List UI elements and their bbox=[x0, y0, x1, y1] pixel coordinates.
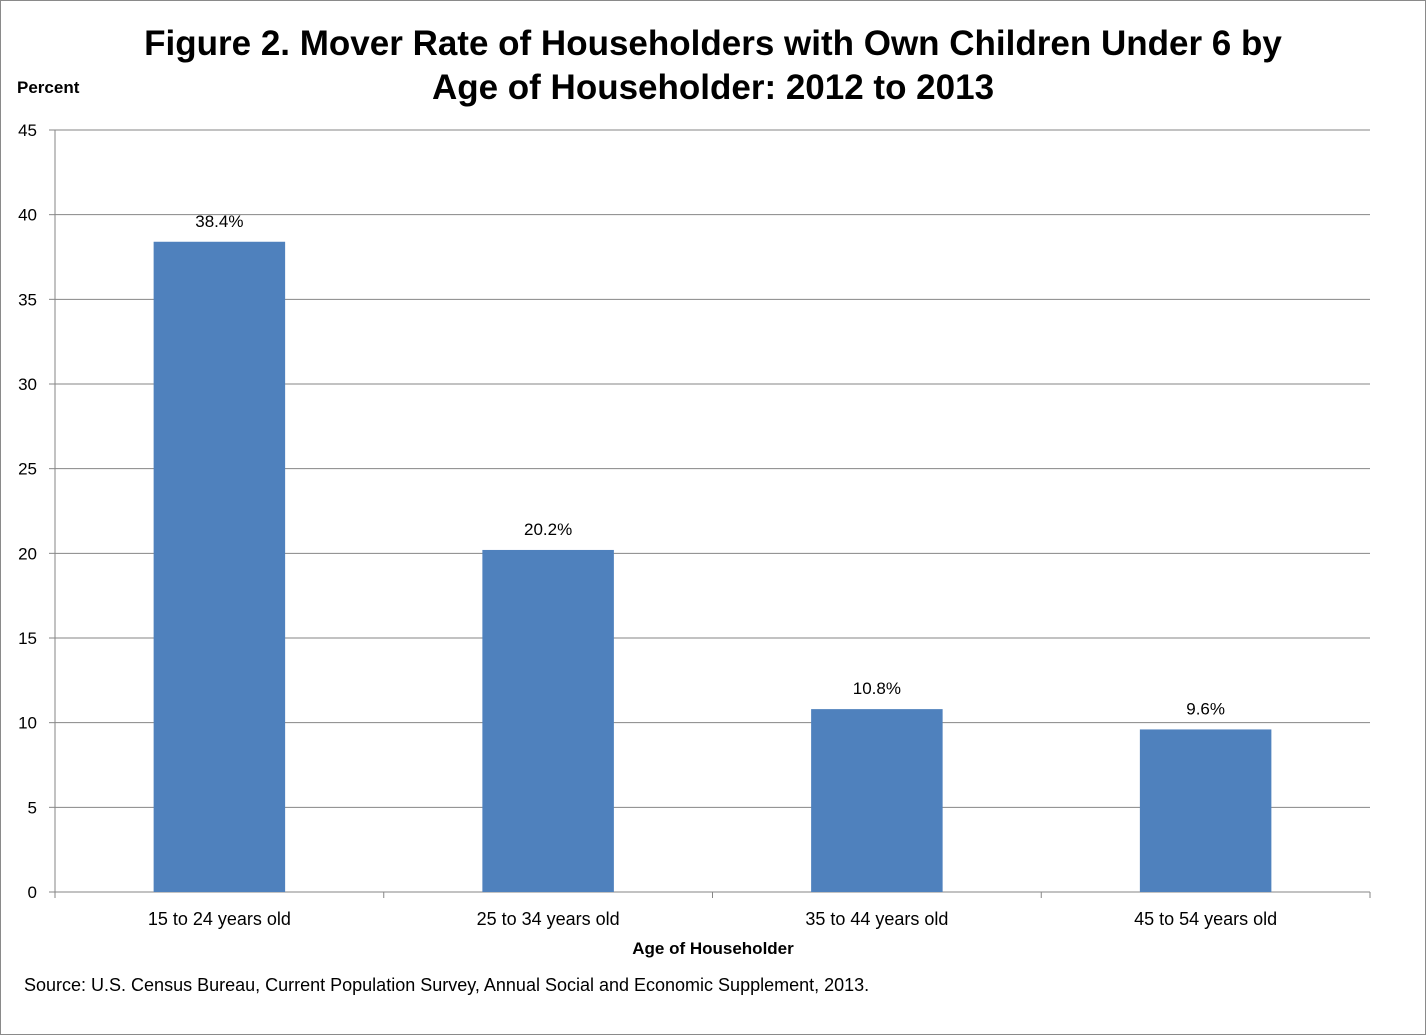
y-tick-label: 5 bbox=[28, 798, 37, 817]
data-label: 20.2% bbox=[524, 520, 572, 539]
data-label: 10.8% bbox=[853, 679, 901, 698]
y-tick-label: 25 bbox=[18, 460, 37, 479]
bar bbox=[811, 709, 943, 892]
x-tick-label: 45 to 54 years old bbox=[1134, 909, 1277, 929]
x-tick-label: 15 to 24 years old bbox=[148, 909, 291, 929]
data-label: 38.4% bbox=[195, 212, 243, 231]
y-tick-label: 10 bbox=[18, 714, 37, 733]
x-tick-label: 35 to 44 years old bbox=[805, 909, 948, 929]
y-tick-label: 15 bbox=[18, 629, 37, 648]
bar bbox=[482, 549, 614, 892]
y-tick-label: 30 bbox=[18, 375, 37, 394]
data-label: 9.6% bbox=[1186, 699, 1225, 718]
y-tick-label: 20 bbox=[18, 544, 37, 563]
source-note: Source: U.S. Census Bureau, Current Popu… bbox=[24, 975, 870, 995]
y-axis-label: Percent bbox=[17, 78, 80, 97]
y-tick-label: 45 bbox=[18, 121, 37, 140]
chart-title-line-1: Figure 2. Mover Rate of Householders wit… bbox=[144, 24, 1282, 63]
y-tick-label: 35 bbox=[18, 290, 37, 309]
y-tick-label: 0 bbox=[28, 883, 37, 902]
chart-title: Figure 2. Mover Rate of Householders wit… bbox=[0, 22, 1426, 110]
bar bbox=[153, 241, 286, 892]
x-tick-label: 25 to 34 years old bbox=[477, 909, 620, 929]
x-axis-label: Age of Householder bbox=[632, 939, 794, 958]
y-tick-label: 40 bbox=[18, 206, 37, 225]
chart-title-line-2: Age of Householder: 2012 to 2013 bbox=[431, 68, 995, 107]
bar bbox=[1139, 729, 1272, 892]
